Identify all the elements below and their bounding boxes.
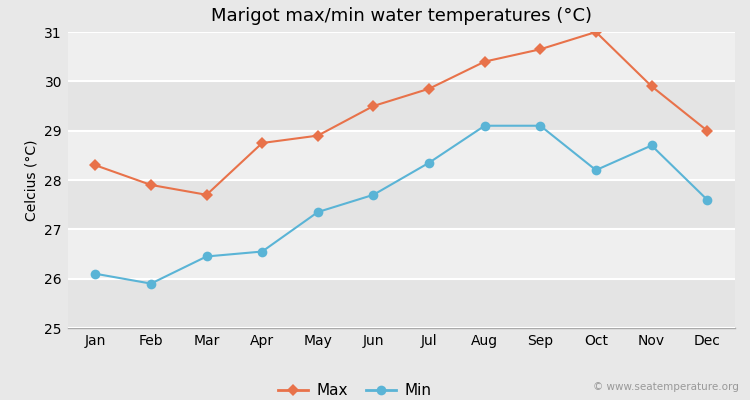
Bar xyxy=(68,81,735,131)
Legend: Max, Min: Max, Min xyxy=(272,377,437,400)
Min xyxy=(647,143,656,148)
Max xyxy=(592,30,601,34)
Min xyxy=(424,160,433,165)
Text: © www.seatemperature.org: © www.seatemperature.org xyxy=(592,382,739,392)
Max xyxy=(146,182,155,187)
Max xyxy=(369,104,378,108)
Min xyxy=(146,281,155,286)
Line: Max: Max xyxy=(92,28,711,199)
Max xyxy=(424,86,433,91)
Min xyxy=(258,249,267,254)
Min xyxy=(703,197,712,202)
Min xyxy=(91,271,100,276)
Max xyxy=(536,47,544,52)
Bar xyxy=(68,279,735,328)
Min xyxy=(369,192,378,197)
Max xyxy=(703,128,712,133)
Title: Marigot max/min water temperatures (°C): Marigot max/min water temperatures (°C) xyxy=(211,7,592,25)
Bar xyxy=(68,32,735,81)
Bar xyxy=(68,131,735,180)
Max xyxy=(647,84,656,89)
Min xyxy=(314,210,322,214)
Line: Min: Min xyxy=(91,121,712,288)
Bar xyxy=(68,229,735,279)
Max xyxy=(314,133,322,138)
Bar xyxy=(68,180,735,229)
Min xyxy=(480,123,489,128)
Max xyxy=(480,59,489,64)
Min xyxy=(536,123,544,128)
Max xyxy=(202,192,211,197)
Max xyxy=(258,141,267,146)
Min xyxy=(202,254,211,259)
Y-axis label: Celcius (°C): Celcius (°C) xyxy=(25,139,39,221)
Min xyxy=(592,168,601,172)
Max xyxy=(91,163,100,168)
